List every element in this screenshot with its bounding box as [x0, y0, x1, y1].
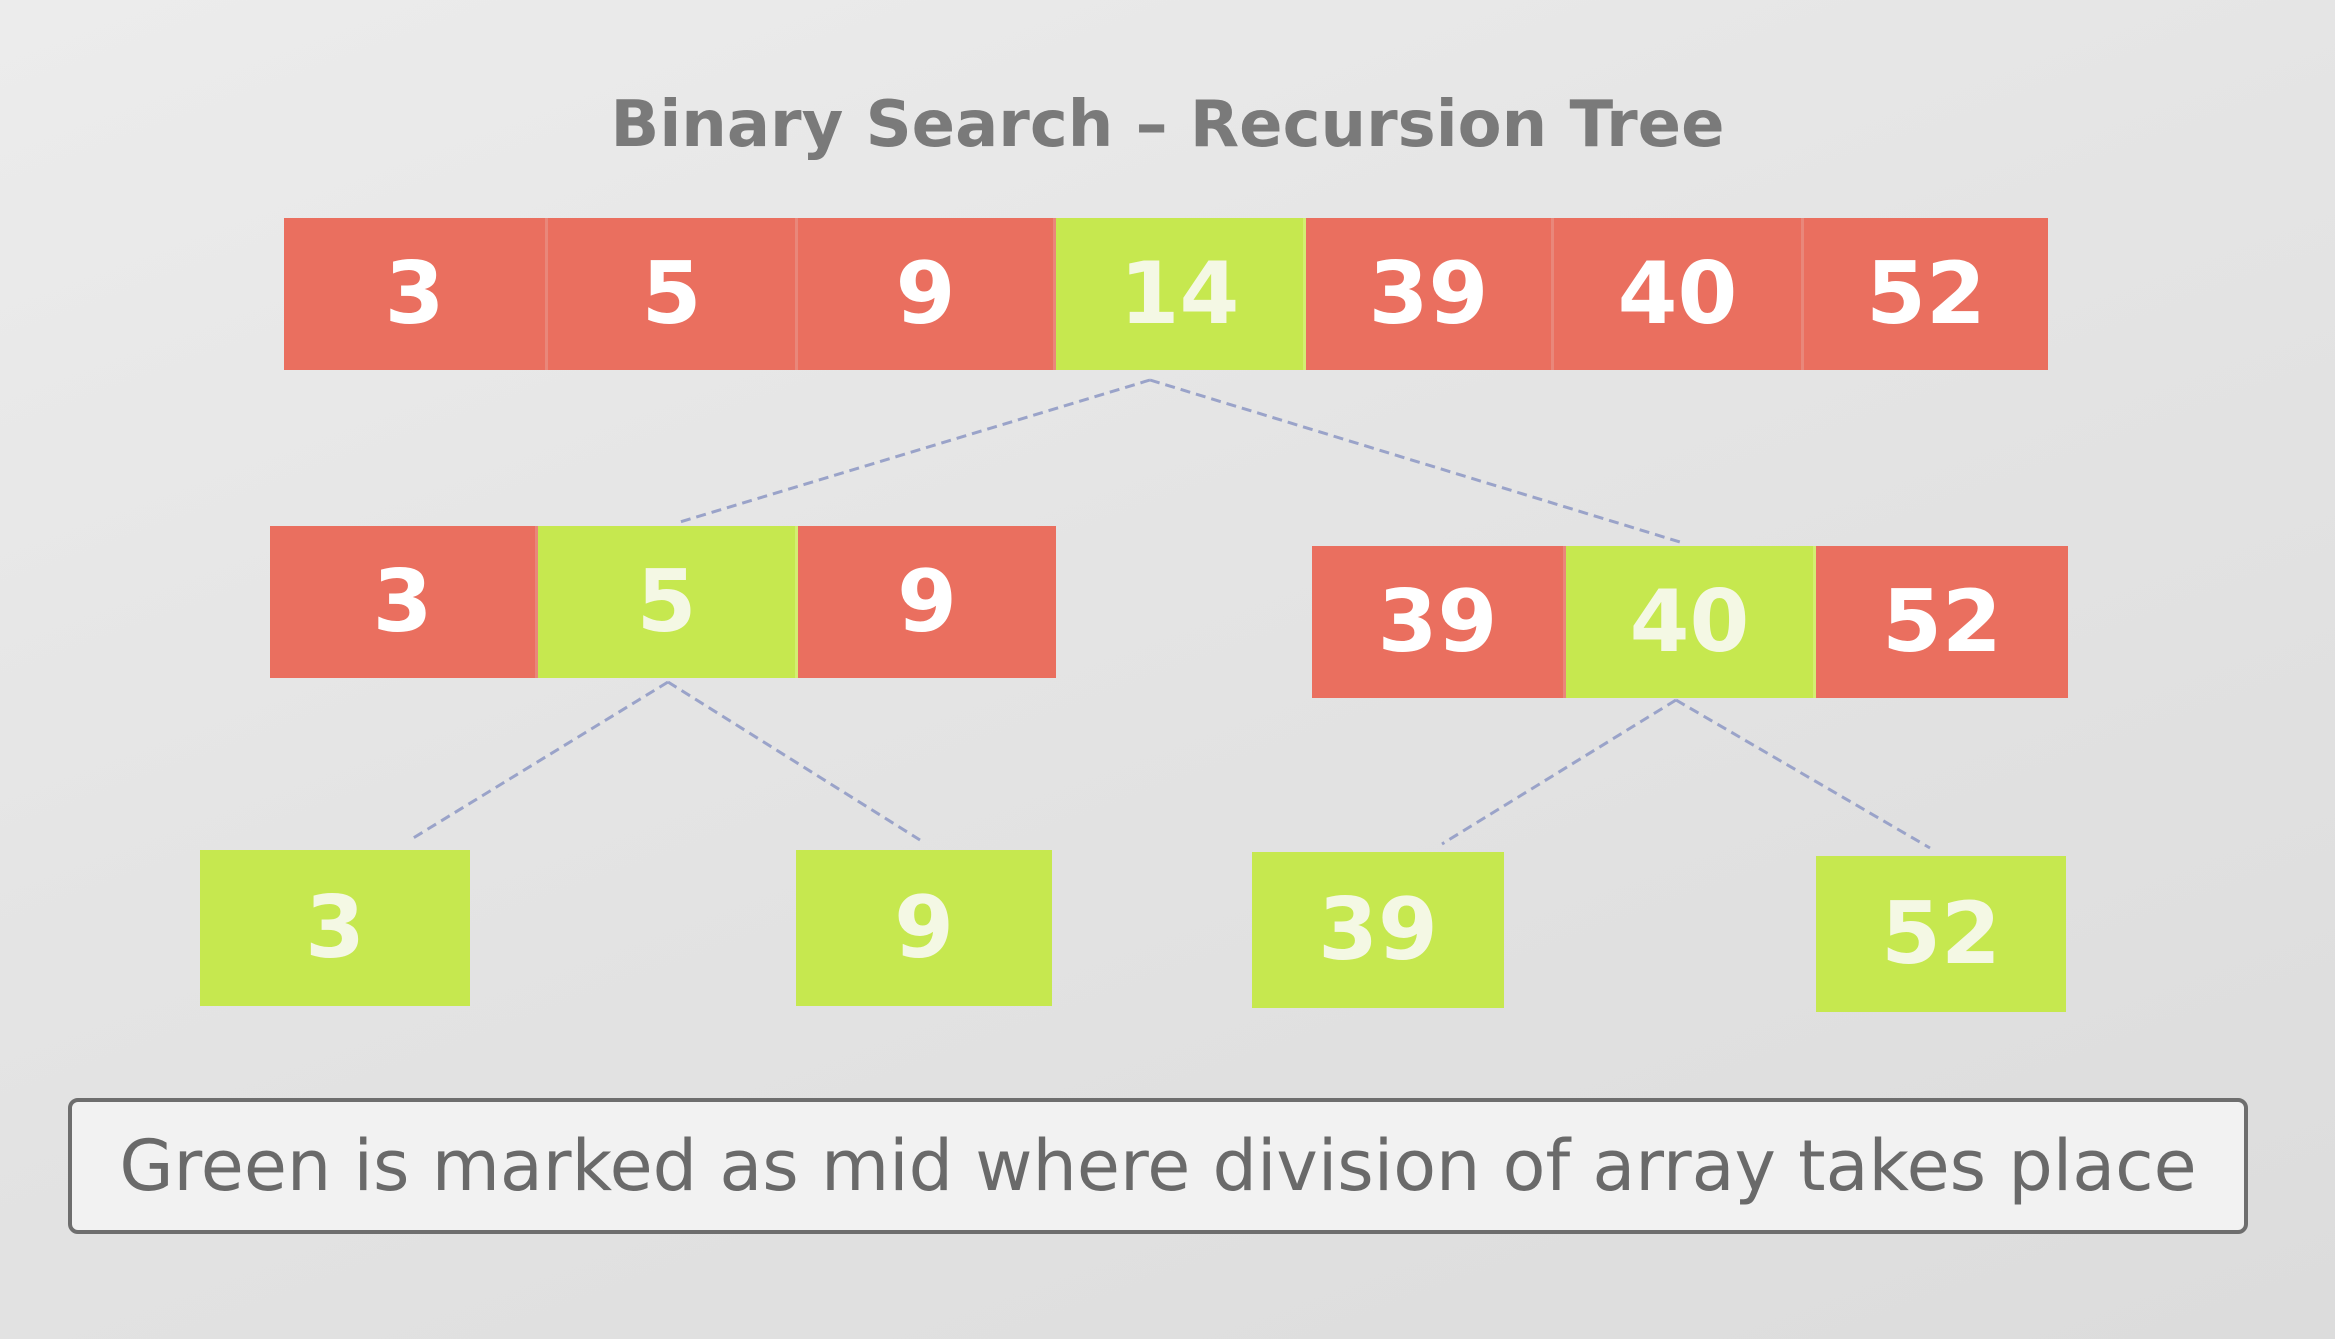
- array-cell-mid: 52: [1816, 856, 2066, 1012]
- edge-left-leaf-9: [667, 680, 921, 842]
- array-cell: 3: [284, 218, 548, 370]
- leaf-9: 9: [796, 850, 1052, 1006]
- leaf-52: 52: [1816, 856, 2066, 1012]
- edge-root-left: [679, 378, 1151, 524]
- array-cell: 5: [548, 218, 798, 370]
- array-cell-mid: 39: [1252, 852, 1504, 1008]
- array-cell: 52: [1804, 218, 2048, 370]
- array-cell-mid: 9: [796, 850, 1052, 1006]
- diagram-title: Binary Search – Recursion Tree: [610, 88, 1725, 162]
- array-cell: 40: [1554, 218, 1804, 370]
- array-cell: 52: [1816, 546, 2068, 698]
- array-cell-mid: 40: [1566, 546, 1816, 698]
- array-cell: 9: [798, 218, 1056, 370]
- array-cell: 39: [1312, 546, 1566, 698]
- array-cell: 9: [798, 526, 1056, 678]
- edge-left-leaf-3: [409, 680, 669, 842]
- leaf-39: 39: [1252, 852, 1504, 1008]
- edge-root-right: [1149, 378, 1681, 544]
- array-left-half: 3 5 9: [270, 526, 1056, 678]
- array-cell-mid: 5: [538, 526, 798, 678]
- array-right-half: 39 40 52: [1312, 546, 2068, 698]
- legend-note: Green is marked as mid where division of…: [68, 1098, 2248, 1234]
- array-cell: 3: [270, 526, 538, 678]
- array-cell-mid: 14: [1056, 218, 1306, 370]
- leaf-3: 3: [200, 850, 470, 1006]
- array-root: 3 5 9 14 39 40 52: [284, 218, 2048, 370]
- edge-right-leaf-39: [1441, 698, 1677, 846]
- array-cell-mid: 3: [200, 850, 470, 1006]
- array-cell: 39: [1306, 218, 1554, 370]
- edge-right-leaf-52: [1675, 698, 1931, 850]
